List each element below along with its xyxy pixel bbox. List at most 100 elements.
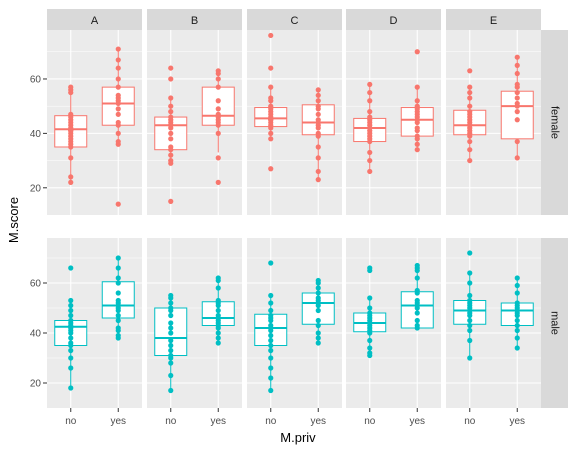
data-point (268, 300, 274, 306)
data-point (315, 103, 321, 109)
data-point (514, 117, 520, 123)
data-point (268, 292, 274, 299)
data-point (115, 84, 121, 90)
data-point (268, 32, 274, 39)
box-group-no (353, 81, 387, 175)
data-point (467, 138, 473, 145)
data-point (467, 355, 473, 361)
data-point (115, 106, 121, 112)
data-point (315, 285, 321, 291)
x-tick-label: yes (110, 416, 126, 427)
col-strip-E (446, 9, 541, 30)
data-point (467, 89, 473, 96)
data-point (514, 290, 520, 296)
data-point (414, 49, 420, 55)
data-point (268, 375, 274, 381)
data-point (315, 155, 321, 161)
data-point (168, 198, 174, 204)
data-point (467, 157, 473, 164)
data-point (115, 46, 121, 52)
series-female-B (154, 65, 235, 204)
data-point (215, 68, 221, 74)
data-point (115, 65, 121, 71)
data-point (115, 255, 121, 261)
col-strip-B (147, 9, 242, 30)
data-point (514, 62, 520, 68)
data-point (315, 130, 321, 136)
box-group-no (154, 292, 188, 394)
data-point (115, 325, 121, 331)
x-tick-label: no (65, 416, 77, 427)
box-group-yes (500, 54, 534, 161)
data-point (115, 275, 121, 281)
data-point (68, 265, 74, 271)
data-point (168, 337, 174, 344)
data-point (315, 277, 321, 284)
data-point (315, 295, 321, 301)
data-point (268, 342, 274, 349)
data-point (168, 312, 174, 319)
data-point (215, 130, 221, 136)
box-group-yes (201, 68, 235, 185)
data-point (115, 92, 121, 98)
data-point (68, 335, 74, 341)
data-point (268, 312, 274, 319)
data-point (268, 95, 274, 101)
data-point (414, 147, 420, 153)
data-point (514, 322, 520, 329)
data-point (467, 322, 473, 329)
data-point (168, 372, 174, 379)
data-point (467, 95, 473, 101)
data-point (315, 98, 321, 104)
data-point (115, 312, 121, 319)
data-point (168, 109, 174, 115)
y-tick-label: 60 (30, 279, 42, 290)
data-point (367, 98, 373, 104)
data-point (215, 275, 221, 281)
data-point (514, 95, 520, 101)
data-point (467, 292, 473, 299)
data-point (68, 312, 74, 319)
col-strip-label: E (490, 15, 497, 27)
data-point (467, 109, 473, 115)
box-group-yes (301, 277, 335, 346)
data-point (315, 335, 321, 341)
data-point (268, 65, 274, 71)
data-point (514, 327, 520, 334)
data-point (68, 84, 74, 90)
data-point (268, 365, 274, 371)
data-point (268, 103, 274, 109)
col-strip-label: B (191, 15, 198, 27)
box-group-yes (101, 255, 135, 341)
data-point (68, 365, 74, 371)
data-point (215, 285, 221, 291)
data-point (514, 317, 520, 324)
data-point (514, 138, 520, 145)
y-axis-title: M.score (6, 197, 21, 243)
data-point (467, 84, 473, 90)
x-tick-label: yes (509, 416, 525, 427)
data-point (168, 325, 174, 331)
data-point (68, 302, 74, 309)
data-point (467, 250, 473, 256)
data-point (268, 136, 274, 142)
data-point (68, 307, 74, 314)
data-point (315, 111, 321, 117)
x-tick-label: no (364, 416, 376, 427)
col-strip-label: C (291, 15, 299, 27)
y-axis-ticks: 20 40 60 20 40 60 (30, 74, 47, 390)
y-tick-label: 20 (30, 183, 42, 194)
data-point (168, 136, 174, 142)
data-point (315, 144, 321, 150)
row-strip-female (541, 30, 568, 215)
x-axis-ticks: no yes no yes no yes no yes no yes (65, 408, 525, 427)
data-point (414, 262, 420, 269)
data-point (514, 70, 520, 77)
data-point (467, 68, 473, 74)
data-point (168, 144, 174, 150)
data-point (367, 89, 373, 96)
row-strip-label: male (549, 311, 561, 335)
data-point (414, 125, 420, 131)
data-point (168, 152, 174, 158)
